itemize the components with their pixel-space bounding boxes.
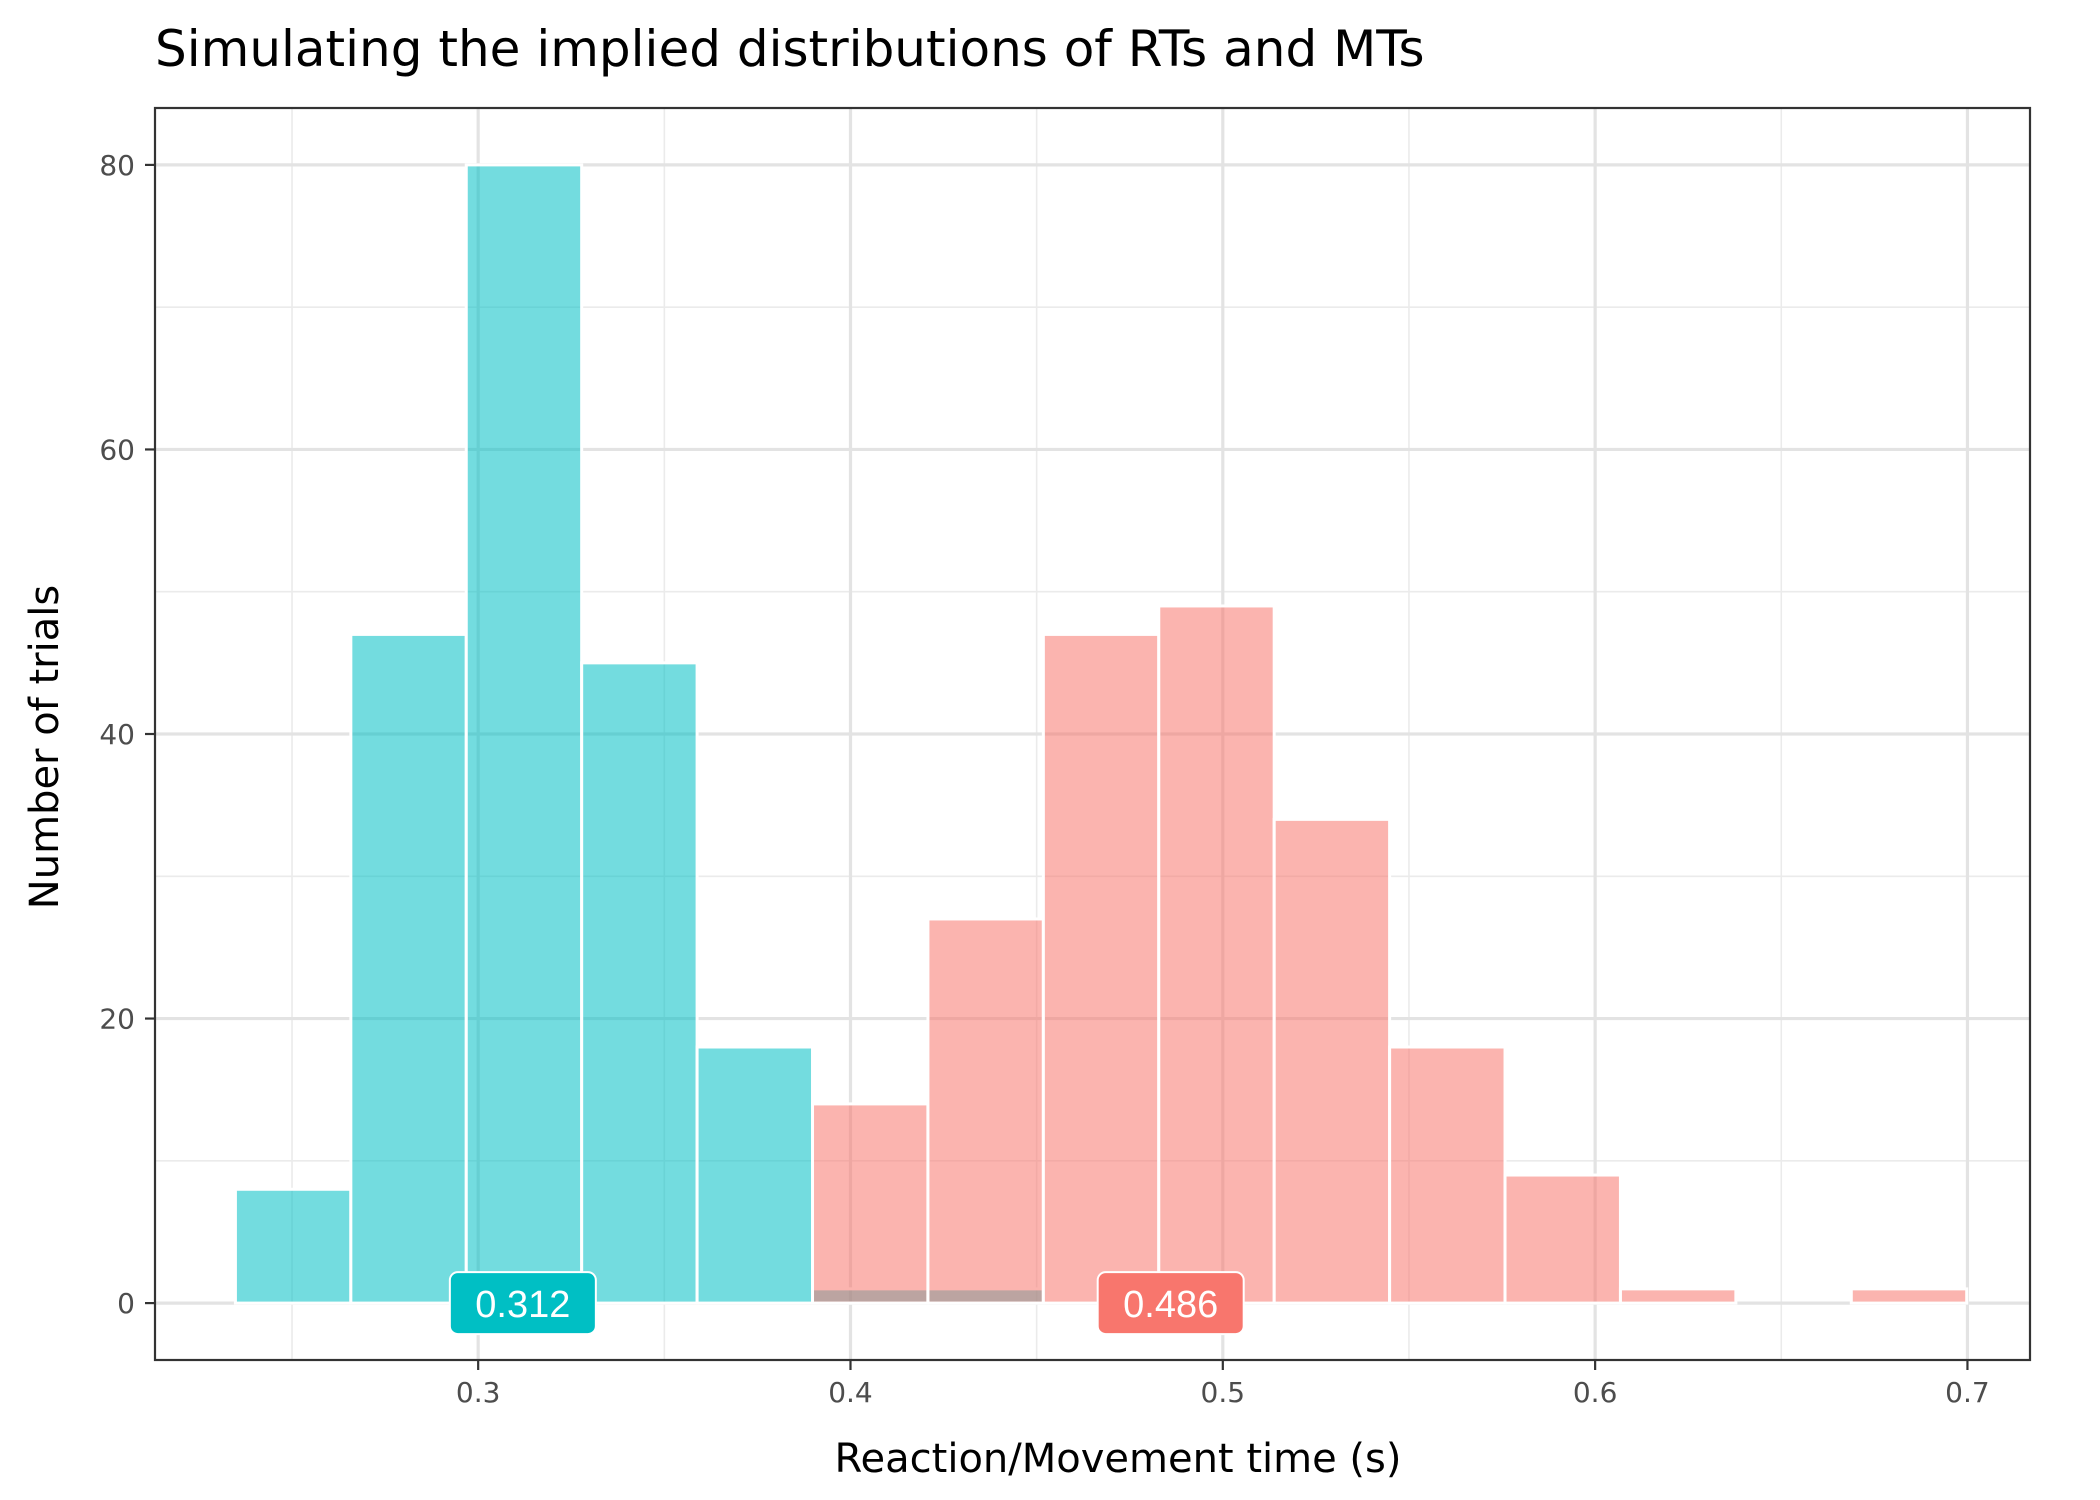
- y-tick-label: 40: [99, 718, 135, 751]
- bar-mt: [1272, 817, 1392, 1305]
- bar-mt: [1503, 1173, 1622, 1305]
- bar-rt: [349, 632, 468, 1305]
- bar-rt: [695, 1045, 815, 1305]
- y-axis: 0 20 40 60 80: [99, 149, 155, 1320]
- mean-label-mt: 0.486: [1096, 1271, 1245, 1336]
- y-tick-label: 20: [99, 1003, 135, 1036]
- mean-label-rt: 0.312: [448, 1271, 597, 1336]
- x-axis-title: Reaction/Movement time (s): [835, 1436, 1402, 1482]
- mean-label-text: 0.486: [1123, 1284, 1218, 1326]
- bar-mt: [1157, 604, 1276, 1305]
- x-tick-label: 0.4: [828, 1376, 873, 1409]
- mean-label-text: 0.312: [475, 1284, 570, 1326]
- y-tick-label: 80: [99, 149, 135, 182]
- bar-rt: [464, 163, 584, 1305]
- bar-mt: [926, 917, 1045, 1305]
- x-tick-label: 0.7: [1945, 1376, 1990, 1409]
- bar-mt: [1041, 632, 1161, 1305]
- x-tick-label: 0.6: [1573, 1376, 1618, 1409]
- bar-mt: [1618, 1287, 1738, 1305]
- series-mt: [811, 604, 1969, 1305]
- y-tick-label: 0: [117, 1287, 135, 1320]
- chart-title: Simulating the implied distributions of …: [155, 20, 1425, 78]
- x-tick-label: 0.5: [1201, 1376, 1246, 1409]
- bar-mt: [811, 1102, 930, 1305]
- plot-area: 0.312 0.486: [153, 106, 2032, 1362]
- bar-mt: [1388, 1045, 1507, 1305]
- series-rt: [233, 163, 1045, 1305]
- x-tick-label: 0.3: [456, 1376, 501, 1409]
- mean-label-box: [1096, 1271, 1245, 1336]
- y-tick-label: 60: [99, 433, 135, 466]
- bar-rt: [233, 1187, 353, 1305]
- bar-mt: [1849, 1287, 1969, 1305]
- bar-rt: [580, 661, 699, 1305]
- y-axis-title: Number of trials: [22, 585, 68, 909]
- x-axis: 0.3 0.4 0.5 0.6 0.7: [456, 1360, 1990, 1409]
- mean-label-box: [448, 1271, 597, 1336]
